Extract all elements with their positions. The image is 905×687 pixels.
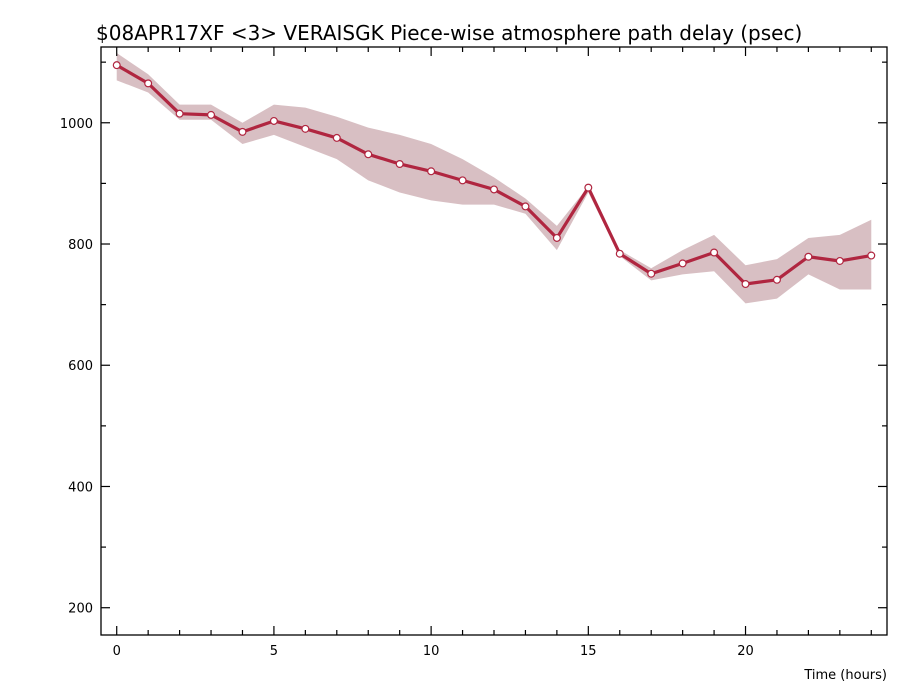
series-line <box>115 63 872 286</box>
data-point <box>710 248 719 257</box>
y-tick-label: 200 <box>68 602 93 617</box>
x-tick-label: 10 <box>423 644 440 659</box>
uncertainty-band-layer <box>116 53 872 304</box>
x-tick-label: 5 <box>270 644 278 659</box>
chart-title: $08APR17XF <3> VERAISGK Piece-wise atmos… <box>96 21 802 45</box>
y-tick-label: 400 <box>68 480 93 495</box>
data-point <box>301 124 310 133</box>
data-point <box>427 167 436 176</box>
data-points-layer <box>112 61 876 289</box>
data-point <box>238 127 247 136</box>
data-point <box>364 150 373 159</box>
data-point <box>552 233 561 242</box>
y-tick-label: 800 <box>68 238 93 253</box>
data-point <box>521 202 530 211</box>
series-line-layer <box>115 63 872 286</box>
data-point <box>584 183 593 192</box>
data-point <box>144 79 153 88</box>
axis-ticks-layer: 0 5 10 15 20 200 400 600 800 1000 <box>60 47 887 659</box>
data-point <box>395 159 404 168</box>
x-tick-label: 15 <box>580 644 597 659</box>
data-point <box>741 280 750 289</box>
data-point <box>615 249 624 258</box>
y-tick-label: 600 <box>68 359 93 374</box>
data-point <box>175 109 184 118</box>
plot-frame <box>100 46 888 636</box>
uncertainty-band <box>116 53 872 304</box>
data-point <box>112 61 121 70</box>
data-point <box>772 275 781 284</box>
data-point <box>490 185 499 194</box>
data-point <box>804 252 813 261</box>
data-point <box>458 176 467 185</box>
data-point <box>207 110 216 119</box>
data-point <box>269 116 278 125</box>
data-point <box>835 256 844 265</box>
y-tick-label: 1000 <box>60 117 93 132</box>
data-point <box>678 259 687 268</box>
x-tick-label: 0 <box>113 644 121 659</box>
x-tick-label: 20 <box>737 644 754 659</box>
data-point <box>867 251 876 260</box>
x-axis-label: Time (hours) <box>803 668 887 683</box>
data-point <box>332 133 341 142</box>
data-point <box>647 269 656 278</box>
